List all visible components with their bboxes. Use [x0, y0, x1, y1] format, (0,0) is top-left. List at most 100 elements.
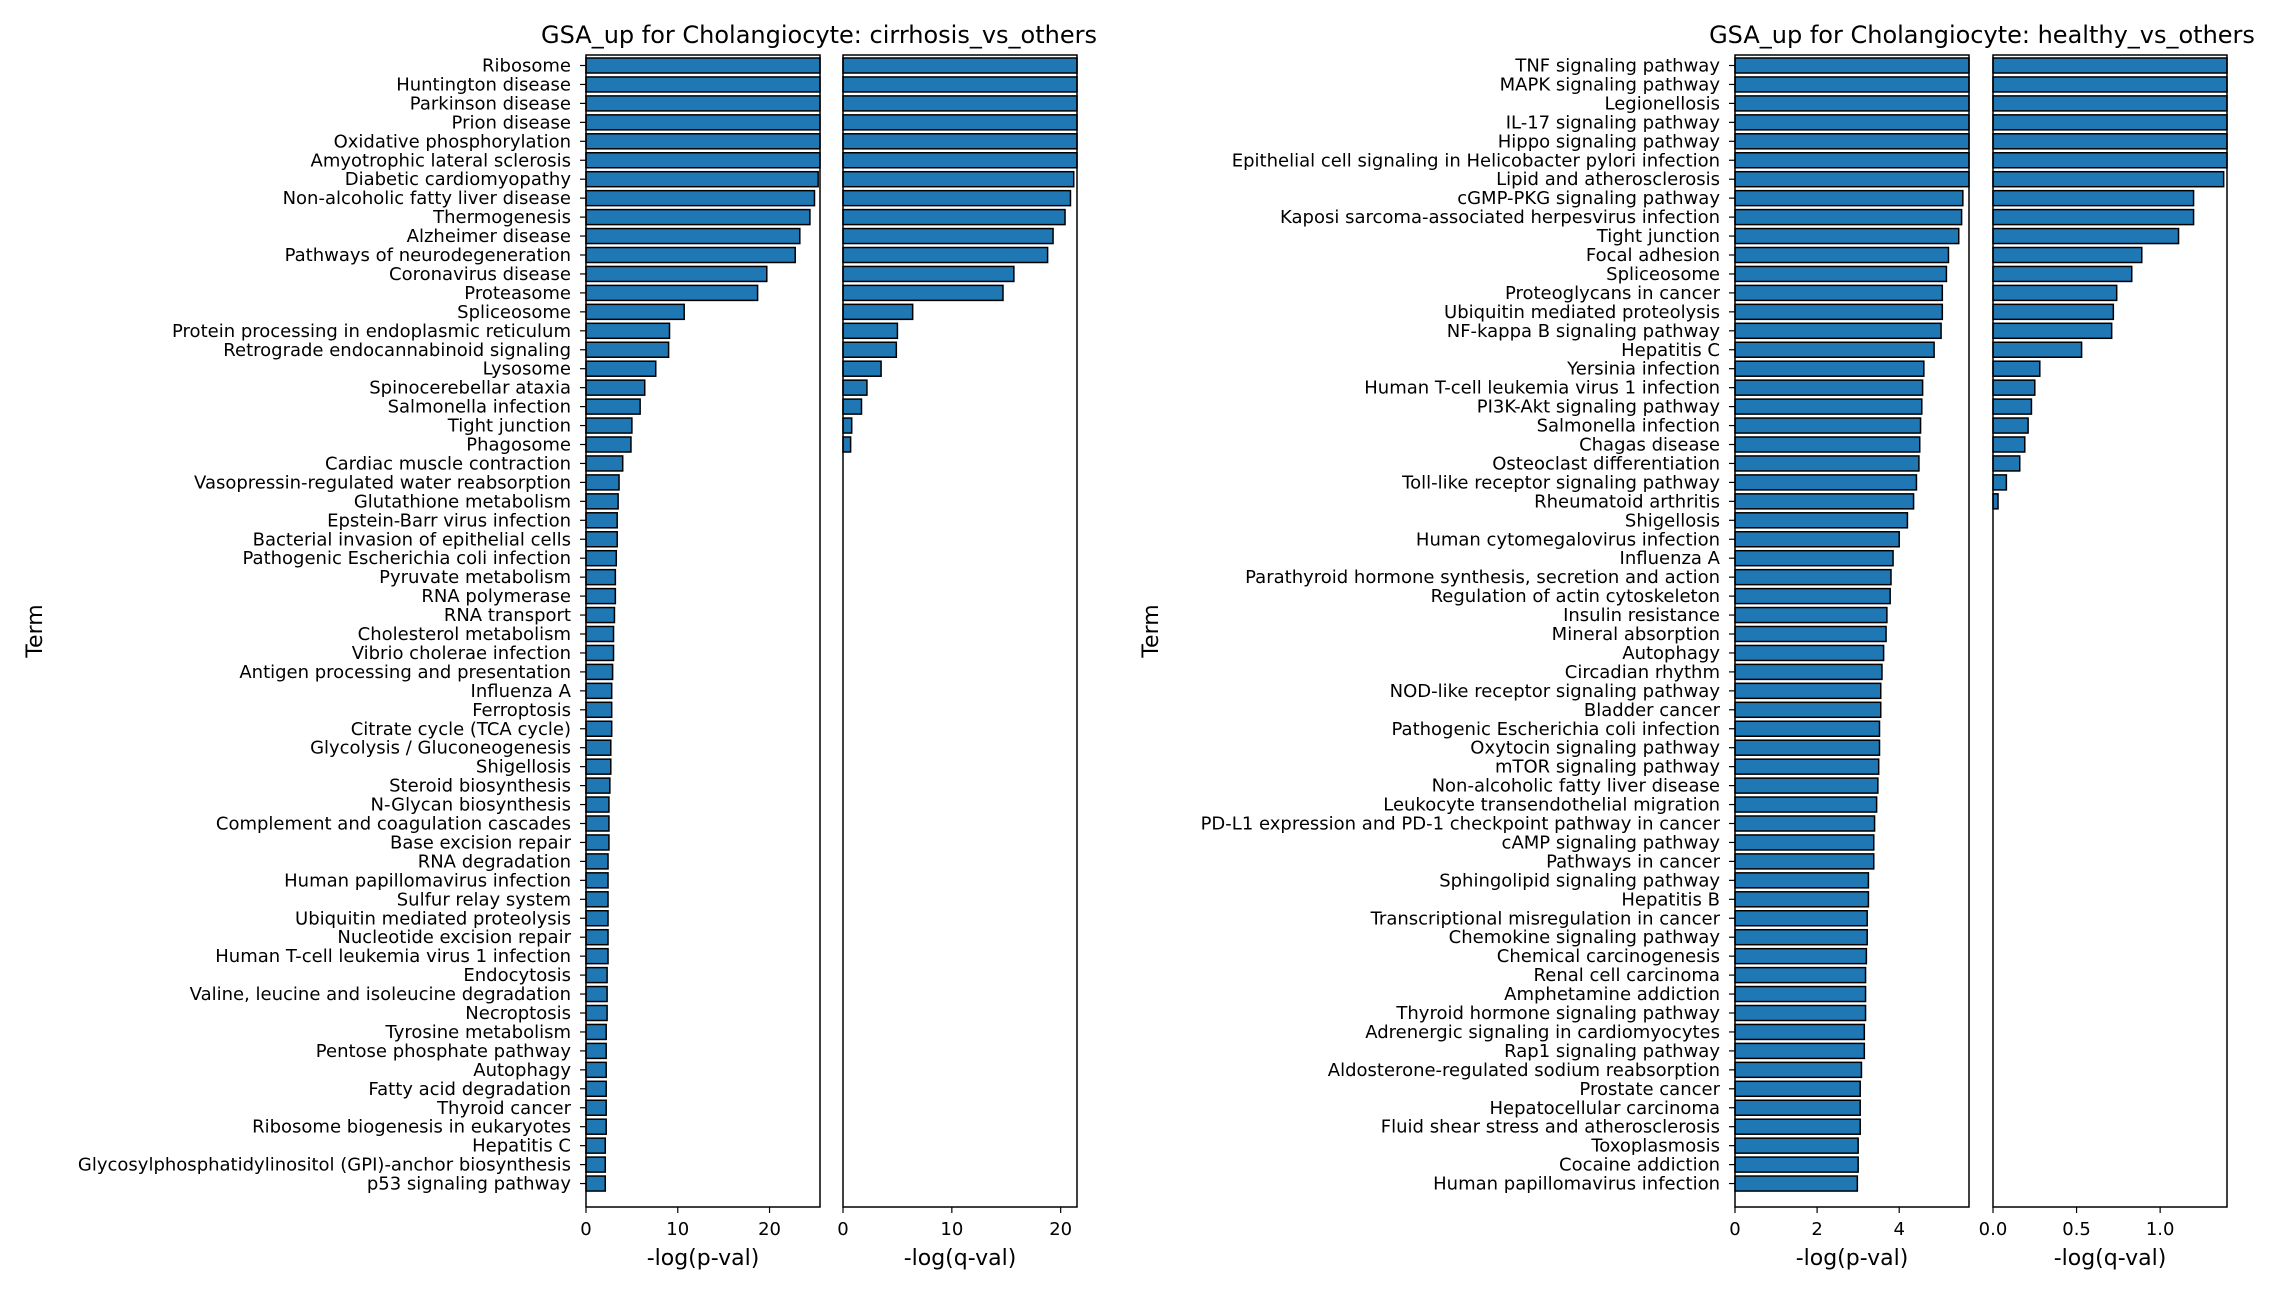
- chart1-title: GSA_up for Cholangiocyte: healthy_vs_oth…: [1709, 21, 2255, 49]
- chart1-panel0-bar: [1734, 777, 1879, 794]
- chart0-panel1-xtick-label: 10: [940, 1219, 963, 1240]
- chart0-panel0-term-label: Proteasome: [464, 283, 571, 304]
- chart1-panel0-bar: [1734, 625, 1887, 643]
- chart1-panel1-bar: [1992, 417, 2029, 434]
- chart0-panel0-bar: [585, 701, 613, 719]
- chart0-panel0-term-label: Hepatitis C: [472, 1136, 571, 1157]
- chart0-panel0-bar: [585, 1042, 607, 1060]
- chart0-panel0-bar: [585, 265, 768, 283]
- chart0-panel0-bar: [585, 606, 616, 624]
- chart1-panel0-term-label: Thyroid hormone signaling pathway: [1395, 1003, 1720, 1024]
- chart1-panel0-bar: [1734, 398, 1923, 415]
- chart1-panel0-term-label: Fluid shear stress and atherosclerosis: [1381, 1117, 1720, 1138]
- chart0-panel0-bar: [585, 891, 609, 908]
- chart1-panel0-term-label: cGMP-PKG signaling pathway: [1457, 188, 1720, 209]
- chart0-panel1-bar: [842, 189, 1072, 207]
- chart1-panel0-bar: [1734, 853, 1875, 870]
- chart0-panel0-bar: [585, 133, 821, 150]
- chart0-panel0-term-label: N-Glycan biosynthesis: [371, 795, 571, 816]
- chart0-panel0-term-label: Phagosome: [466, 435, 571, 456]
- chart1-panel0-bar: [1734, 1061, 1863, 1079]
- chart1-panel1-bar: [1992, 170, 2225, 188]
- chart1-panel0-term-label: Shigellosis: [1625, 510, 1720, 531]
- chart0-panel0-bar: [585, 682, 613, 700]
- chart0-panel1-bar: [842, 76, 1078, 93]
- chart0-panel1-xtick-label: 0: [837, 1219, 848, 1240]
- chart1-panel0-term-label: Focal adhesion: [1586, 245, 1720, 266]
- chart1-panel1-bar: [1992, 227, 2180, 245]
- chart1-panel0-bar: [1734, 474, 1918, 491]
- chart0-panel0-term-label: Fatty acid degradation: [368, 1079, 571, 1100]
- chart1-panel0-term-label: Cocaine addiction: [1559, 1155, 1720, 1176]
- chart0-panel0-term-label: Valine, leucine and isoleucine degradati…: [190, 984, 571, 1005]
- chart0-panel0-term-label: Tight junction: [447, 416, 571, 437]
- chart0-panel0-term-label: Salmonella infection: [388, 397, 571, 418]
- chart0-panel0-term-label: Epstein-Barr virus infection: [327, 510, 571, 531]
- chart1-panel1-bar: [1992, 303, 2115, 321]
- chart0-panel1-bar: [842, 227, 1054, 245]
- chart0-panel0-bar: [585, 1004, 608, 1022]
- chart1-panel1-bar: [1992, 455, 2021, 472]
- chart0-panel1-bar: [842, 114, 1078, 131]
- chart1-panel0-term-label: Legionellosis: [1605, 93, 1720, 114]
- chart1-panel0-bar: [1734, 815, 1876, 832]
- chart0-panel0-bar: [585, 663, 614, 681]
- chart0-panel0-bar: [585, 95, 821, 112]
- chart0-panel0-bar: [585, 815, 610, 832]
- chart0-panel0-term-label: Coronavirus disease: [389, 264, 571, 285]
- chart1-panel0-term-label: Leukocyte transendothelial migration: [1383, 795, 1720, 816]
- chart0-panel0-term-label: Amyotrophic lateral sclerosis: [311, 150, 571, 171]
- chart0-panel0-bar: [585, 568, 617, 586]
- chart0-panel0-term-label: RNA transport: [444, 605, 571, 626]
- chart0-ylabel: Term: [23, 604, 48, 658]
- chart1-panel0-bar: [1734, 379, 1924, 396]
- chart1-panel0-bar: [1734, 1099, 1861, 1116]
- chart0-panel0-bar: [585, 834, 610, 851]
- chart1-panel0-term-label: Bladder cancer: [1584, 700, 1721, 721]
- chart0-panel0-bar: [585, 303, 685, 321]
- chart0-panel0-bar: [585, 170, 819, 188]
- chart1-panel0-bar: [1734, 1118, 1861, 1135]
- chart1-panel0-bar: [1734, 265, 1948, 283]
- chart0-panel1-bar: [842, 246, 1049, 264]
- chart1-panel0-term-label: Mineral absorption: [1552, 624, 1720, 645]
- chart1-panel0-bar: [1734, 1004, 1867, 1022]
- chart0-panel0-xlabel: -log(p-val): [647, 1246, 760, 1271]
- chart1-panel0-term-label: Ubiquitin mediated proteolysis: [1444, 302, 1720, 323]
- chart1-panel1-bar: [1992, 398, 2033, 415]
- chart1-panel0-bar: [1734, 208, 1963, 226]
- chart1-panel0-term-label: cAMP signaling pathway: [1502, 832, 1721, 853]
- chart1-panel0-term-label: Human cytomegalovirus infection: [1416, 529, 1720, 550]
- chart1-panel0-frame: [1734, 54, 1970, 1208]
- chart0-panel0-term-label: Necroptosis: [465, 1003, 571, 1024]
- chart0-panel0-bar: [585, 57, 821, 74]
- chart1-panel1-bar: [1992, 152, 2228, 169]
- chart1-panel1-bar: [1992, 114, 2228, 131]
- chart1-panel0-bar: [1734, 114, 1970, 131]
- chart1-panel1-frame: [1992, 54, 2228, 1208]
- chart0-panel0-term-label: Spliceosome: [457, 302, 571, 323]
- chart0-panel0-term-label: Human papillomavirus infection: [284, 870, 571, 891]
- chart1-panel0-term-label: Spliceosome: [1606, 264, 1720, 285]
- chart0-panel0-bar: [585, 284, 759, 302]
- chart0-panel0-term-label: Thyroid cancer: [436, 1098, 572, 1119]
- chart0-panel0-bar: [585, 1156, 607, 1173]
- chart0-panel0-bar: [585, 1118, 607, 1135]
- chart0-panel0-bar: [585, 76, 821, 93]
- chart1-panel0-term-label: Insulin resistance: [1563, 605, 1720, 626]
- chart0-panel0-term-label: Complement and coagulation cascades: [216, 814, 571, 835]
- chart1-panel0-bar: [1734, 284, 1944, 302]
- chart0-panel0-term-label: Pyruvate metabolism: [379, 567, 571, 588]
- chart1-panel0-term-label: Toxoplasmosis: [1590, 1136, 1720, 1157]
- chart0-panel0-bar: [585, 114, 821, 131]
- chart1-panel0-bar: [1734, 985, 1867, 1003]
- chart1-panel0-term-label: Salmonella infection: [1537, 416, 1720, 437]
- chart0-panel0-bar: [585, 379, 646, 396]
- chart0-panel0-bar: [585, 1061, 607, 1079]
- chart0-panel0-bar: [585, 947, 609, 965]
- chart0-panel0-bar: [585, 587, 617, 605]
- chart0-panel0-term-label: Shigellosis: [476, 757, 571, 778]
- chart1-panel1-xlabel: -log(q-val): [2054, 1246, 2167, 1271]
- chart1-panel0-bar: [1734, 663, 1883, 681]
- chart0-panel0-bar: [585, 739, 612, 756]
